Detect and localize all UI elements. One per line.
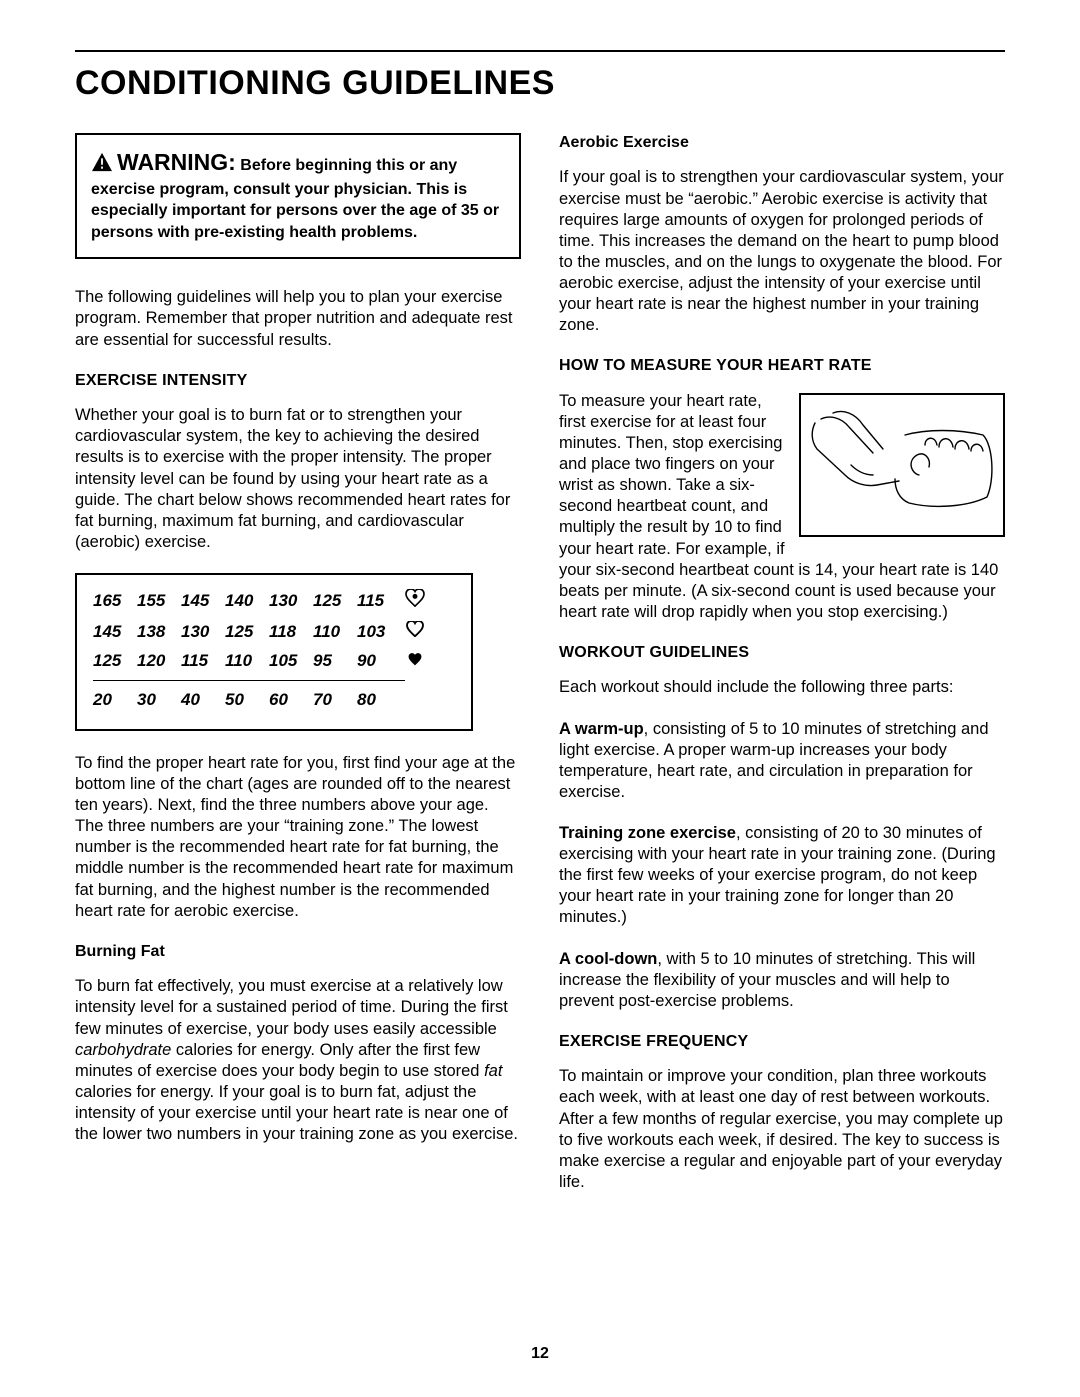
chart-cell: 140 (225, 590, 269, 612)
chart-cell: 125 (313, 590, 357, 612)
chart-cell: 115 (181, 650, 225, 672)
chart-cell: 155 (137, 590, 181, 612)
chart-cell: 145 (181, 590, 225, 612)
chart-divider (93, 680, 405, 681)
chart-row-fat: 125 120 115 110 105 95 90 (93, 650, 455, 672)
paragraph-measure-hr: To measure your heart rate, first exerci… (559, 391, 1005, 623)
heading-exercise-intensity: EXERCISE INTENSITY (75, 371, 521, 391)
heading-burning-fat: Burning Fat (75, 942, 521, 962)
paragraph-training-zone: Training zone exercise, consisting of 20… (559, 823, 1005, 929)
chart-cell: 120 (137, 650, 181, 672)
page: CONDITIONING GUIDELINES WARNING: Before … (0, 0, 1080, 1397)
warning-lead: WARNING: (117, 149, 236, 175)
paragraph-warmup: A warm-up, consisting of 5 to 10 minutes… (559, 719, 1005, 803)
chart-cell: 165 (93, 590, 137, 612)
chart-row-aerobic: 165 155 145 140 130 125 115 (93, 589, 455, 613)
paragraph-burning-fat: To burn fat effectively, you must exerci… (75, 976, 521, 1145)
page-title: CONDITIONING GUIDELINES (75, 64, 1005, 103)
chart-cell: 60 (269, 689, 313, 711)
page-number: 12 (0, 1345, 1080, 1363)
chart-cell: 105 (269, 650, 313, 672)
heading-measure-hr: HOW TO MEASURE YOUR HEART RATE (559, 356, 1005, 376)
chart-cell: 103 (357, 621, 401, 643)
text: To burn fat effectively, you must exerci… (75, 977, 508, 1037)
aerobic-heart-icon (401, 589, 429, 613)
heading-aerobic: Aerobic Exercise (559, 133, 1005, 153)
chart-cell: 90 (357, 650, 401, 672)
chart-cell: 30 (137, 689, 181, 711)
wrist-pulse-icon (807, 405, 997, 525)
heading-frequency: EXERCISE FREQUENCY (559, 1032, 1005, 1052)
chart-cell: 110 (225, 650, 269, 672)
paragraph-after-chart: To find the proper heart rate for you, f… (75, 753, 521, 922)
chart-cell: 130 (269, 590, 313, 612)
chart-row-ages: 20 30 40 50 60 70 80 (93, 689, 455, 711)
paragraph-aerobic: If your goal is to strengthen your cardi… (559, 167, 1005, 336)
chart-cell: 20 (93, 689, 137, 711)
wrist-illustration (799, 393, 1005, 537)
left-column: WARNING: Before beginning this or any ex… (75, 133, 521, 1213)
warning-box: WARNING: Before beginning this or any ex… (75, 133, 521, 259)
chart-cell: 95 (313, 650, 357, 672)
chart-cell: 115 (357, 590, 401, 612)
chart-cell: 125 (225, 621, 269, 643)
warning-triangle-icon (91, 152, 113, 179)
paragraph-frequency: To maintain or improve your condition, p… (559, 1066, 1005, 1193)
chart-cell: 138 (137, 621, 181, 643)
chart-cell: 40 (181, 689, 225, 711)
chart-cell: 118 (269, 621, 313, 643)
text: calories for energy. If your goal is to … (75, 1083, 518, 1143)
lead-bold: Training zone exercise (559, 824, 736, 842)
text-italic: carbohydrate (75, 1041, 171, 1059)
max-fat-heart-icon (401, 621, 429, 643)
chart-cell: 110 (313, 621, 357, 643)
heart-rate-chart: 165 155 145 140 130 125 115 145 138 130 … (75, 573, 473, 731)
paragraph-intensity: Whether your goal is to burn fat or to s… (75, 405, 521, 553)
text-italic: fat (484, 1062, 502, 1080)
chart-cell: 70 (313, 689, 357, 711)
fat-heart-icon (401, 650, 429, 672)
content-columns: WARNING: Before beginning this or any ex… (75, 133, 1005, 1213)
lead-bold: A warm-up (559, 720, 644, 738)
chart-cell: 80 (357, 689, 401, 711)
chart-cell: 130 (181, 621, 225, 643)
chart-row-maxfat: 145 138 130 125 118 110 103 (93, 621, 455, 643)
chart-cell: 145 (93, 621, 137, 643)
chart-cell: 50 (225, 689, 269, 711)
paragraph-cooldown: A cool-down, with 5 to 10 minutes of str… (559, 949, 1005, 1012)
chart-cell: 125 (93, 650, 137, 672)
right-column: Aerobic Exercise If your goal is to stre… (559, 133, 1005, 1213)
lead-bold: A cool-down (559, 950, 657, 968)
intro-paragraph: The following guidelines will help you t… (75, 287, 521, 350)
paragraph-workout-intro: Each workout should include the followin… (559, 677, 1005, 698)
top-rule (75, 50, 1005, 52)
heading-workout-guidelines: WORKOUT GUIDELINES (559, 643, 1005, 663)
